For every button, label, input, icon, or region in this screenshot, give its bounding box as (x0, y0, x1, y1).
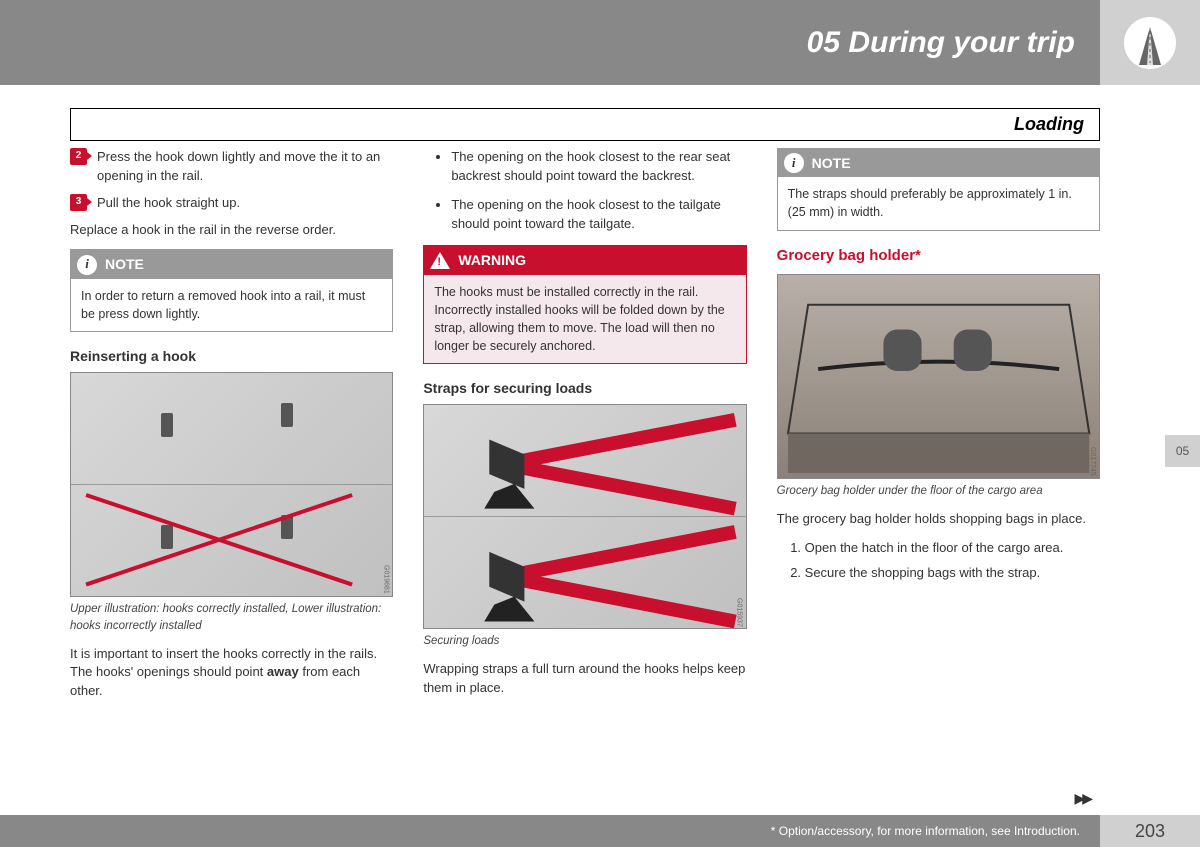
step-2: 2 Press the hook down lightly and move t… (70, 148, 393, 186)
illustration-grocery: G017745 (777, 274, 1100, 479)
heading-grocery: Grocery bag holder* (777, 245, 1100, 267)
note-box-1: i NOTE In order to return a removed hook… (70, 249, 393, 332)
grocery-steps: Open the hatch in the floor of the cargo… (777, 539, 1100, 583)
section-title: Loading (1014, 114, 1084, 134)
note-label-1: NOTE (105, 254, 144, 274)
heading-reinsert: Reinserting a hook (70, 346, 393, 366)
info-icon: i (77, 255, 97, 275)
wrap-text: Wrapping straps a full turn around the h… (423, 660, 746, 698)
step-marker-2: 2 (70, 148, 87, 165)
caption-2: Securing loads (423, 633, 746, 650)
column-2: The opening on the hook closest to the r… (423, 148, 746, 787)
image-code-1: G019681 (380, 565, 390, 594)
heading-straps: Straps for securing loads (423, 378, 746, 398)
grocery-step-2: Secure the shopping bags with the strap. (805, 564, 1100, 583)
illustration-straps: G015937 (423, 404, 746, 629)
footer-note-area: * Option/accessory, for more information… (0, 815, 1100, 847)
chapter-thumb-tab: 05 (1165, 435, 1200, 467)
warning-label: WARNING (458, 250, 526, 270)
note-label-2: NOTE (812, 153, 851, 173)
page-header: 05 During your trip (0, 0, 1200, 85)
header-bar: 05 During your trip (0, 0, 1100, 85)
note-header-2: i NOTE (778, 149, 1099, 177)
step-2-text: Press the hook down lightly and move the… (97, 148, 393, 186)
image-code-2: G015937 (734, 598, 744, 627)
page-number: 203 (1100, 815, 1200, 847)
bullet-2: The opening on the hook closest to the t… (451, 196, 746, 234)
column-1: 2 Press the hook down lightly and move t… (70, 148, 393, 787)
warning-header: WARNING (424, 246, 745, 274)
column-3: i NOTE The straps should preferably be a… (777, 148, 1100, 787)
page-footer: * Option/accessory, for more information… (0, 815, 1200, 847)
caption-3: Grocery bag holder under the floor of th… (777, 483, 1100, 500)
note-body-2: The straps should preferably be approxim… (778, 177, 1099, 229)
important-text: It is important to insert the hooks corr… (70, 645, 393, 702)
note-header-1: i NOTE (71, 250, 392, 278)
bullet-1: The opening on the hook closest to the r… (451, 148, 746, 186)
content-columns: 2 Press the hook down lightly and move t… (70, 148, 1100, 787)
header-logo-area (1100, 0, 1200, 85)
bullet-list: The opening on the hook closest to the r… (423, 148, 746, 233)
caption-1: Upper illustration: hooks correctly inst… (70, 601, 393, 634)
step-marker-3: 3 (70, 194, 87, 211)
warning-triangle-icon (430, 252, 450, 269)
info-icon: i (784, 153, 804, 173)
illustration-hooks: G019681 (70, 372, 393, 597)
warning-body: The hooks must be installed correctly in… (424, 275, 745, 364)
footer-note: * Option/accessory, for more information… (771, 824, 1080, 838)
note-body-1: In order to return a removed hook into a… (71, 279, 392, 331)
grocery-step-1: Open the hatch in the floor of the cargo… (805, 539, 1100, 558)
step-3-text: Pull the hook straight up. (97, 194, 240, 213)
replace-text: Replace a hook in the rail in the revers… (70, 221, 393, 240)
road-logo-icon (1124, 17, 1176, 69)
grocery-text: The grocery bag holder holds shopping ba… (777, 510, 1100, 529)
continuation-arrows-icon: ▶▶ (1074, 790, 1090, 807)
note-box-2: i NOTE The straps should preferably be a… (777, 148, 1100, 231)
chapter-title: 05 During your trip (807, 26, 1075, 60)
image-code-3: G017745 (1087, 447, 1097, 476)
warning-box: WARNING The hooks must be installed corr… (423, 245, 746, 364)
step-3: 3 Pull the hook straight up. (70, 194, 393, 213)
section-title-bar: Loading (70, 108, 1100, 141)
